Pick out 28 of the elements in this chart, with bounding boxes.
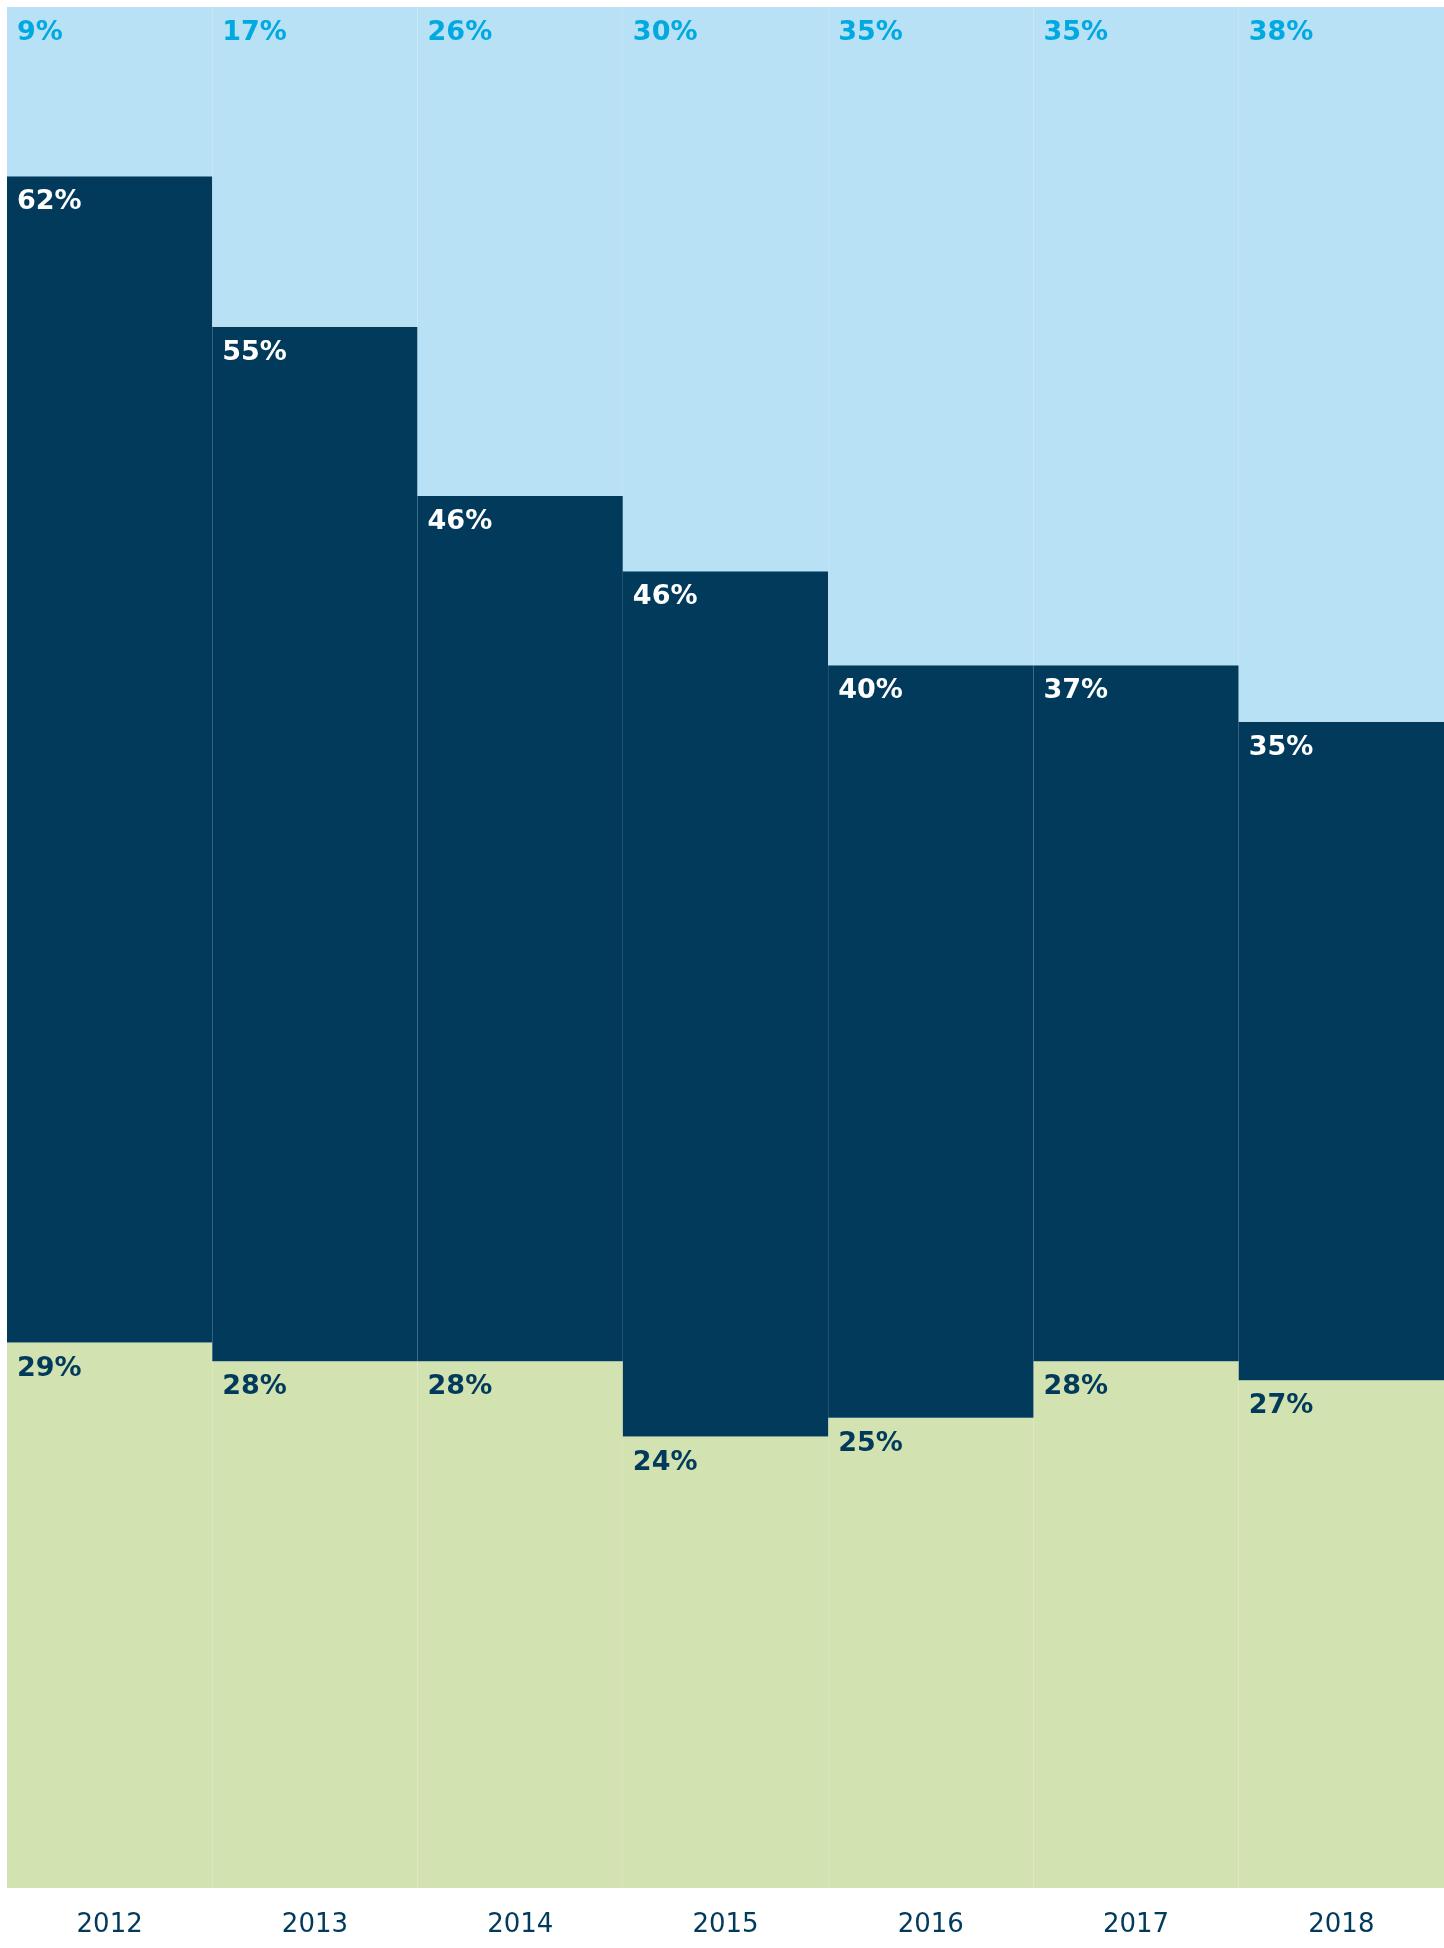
x-tick-label: 2018 bbox=[1308, 1908, 1375, 1938]
data-label: 46% bbox=[427, 504, 493, 536]
data-label: 55% bbox=[222, 334, 287, 366]
data-label: 17% bbox=[222, 15, 287, 46]
x-tick-label: 2014 bbox=[487, 1908, 554, 1938]
data-label: 62% bbox=[17, 184, 82, 216]
data-label: 28% bbox=[222, 1369, 287, 1401]
data-label: 26% bbox=[427, 15, 493, 46]
data-label: 35% bbox=[838, 15, 903, 46]
data-label: 24% bbox=[632, 1444, 698, 1476]
data-label: 30% bbox=[632, 15, 698, 46]
x-tick-label: 2016 bbox=[897, 1908, 964, 1938]
data-label: 9% bbox=[17, 15, 63, 46]
data-label: 25% bbox=[838, 1425, 903, 1457]
x-tick-label: 2013 bbox=[281, 1908, 349, 1938]
data-label: 40% bbox=[838, 673, 903, 705]
data-label: 35% bbox=[1248, 729, 1314, 761]
data-label: 38% bbox=[1248, 15, 1314, 46]
data-label: 35% bbox=[1043, 15, 1109, 46]
data-label: 37% bbox=[1043, 673, 1109, 705]
data-label: 29% bbox=[17, 1350, 82, 1382]
x-tick-label: 2015 bbox=[692, 1908, 759, 1938]
data-label: 28% bbox=[427, 1369, 493, 1401]
x-tick-label: 2012 bbox=[76, 1908, 143, 1938]
data-label: 27% bbox=[1248, 1388, 1314, 1420]
x-tick-label: 2017 bbox=[1102, 1908, 1170, 1938]
data-label: 46% bbox=[632, 579, 698, 611]
data-label: 28% bbox=[1043, 1369, 1109, 1401]
